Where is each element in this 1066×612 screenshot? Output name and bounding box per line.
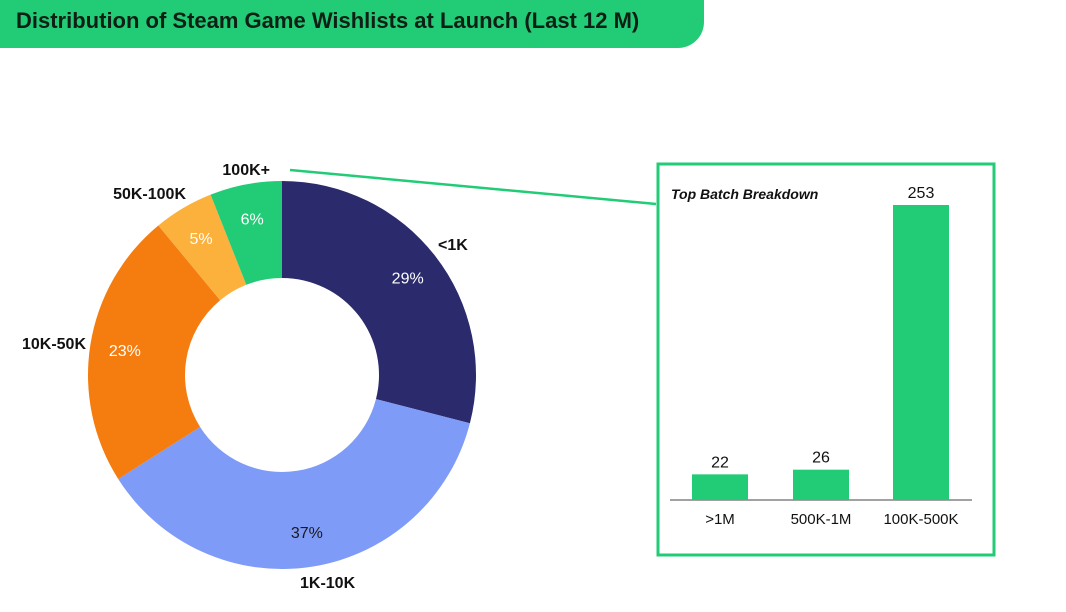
bar-chart: 22 >1M 26 500K-1M 253 100K-500K xyxy=(692,185,959,528)
bar-category-100k-500k: 100K-500K xyxy=(883,511,958,528)
page-title: Distribution of Steam Game Wishlists at … xyxy=(16,8,640,33)
slice-percent-50k-100k: 5% xyxy=(189,231,212,248)
donut-slice-50k-100k xyxy=(158,194,247,301)
slice-percent-100k-plus: 6% xyxy=(241,212,264,229)
bar-chart-title: Top Batch Breakdown xyxy=(671,186,818,202)
bar-category-500k-1m: 500K-1M xyxy=(791,511,852,528)
bar-value-gt-1m: 22 xyxy=(711,454,729,471)
bar-category-gt-1m: >1M xyxy=(705,511,735,528)
bar-chart-frame xyxy=(656,162,996,557)
slice-label-lt-1k: <1K xyxy=(438,237,468,254)
slice-percent-1k-10k: 37% xyxy=(291,525,323,542)
donut-slice-1k-10k xyxy=(118,399,470,569)
slice-label-1k-10k: 1K-10K xyxy=(300,575,356,592)
title-banner: Distribution of Steam Game Wishlists at … xyxy=(0,0,704,48)
bar-value-100k-500k: 253 xyxy=(908,185,935,202)
donut-slice-10k-50k xyxy=(88,225,221,479)
donut-slice-lt-1k xyxy=(282,181,476,424)
connector-line xyxy=(289,168,657,206)
donut-chart: 29% <1K 37% 1K-10K 23% 10K-50K 5% 50K-100K 6% 100… xyxy=(22,162,476,592)
bar-gt-1m xyxy=(692,474,748,500)
bar-500k-1m xyxy=(793,469,849,500)
bar-100k-500k xyxy=(893,205,949,500)
slice-percent-10k-50k: 23% xyxy=(109,343,141,360)
slice-label-10k-50k: 10K-50K xyxy=(22,336,86,353)
slice-percent-lt-1k: 29% xyxy=(392,270,424,287)
bar-value-500k-1m: 26 xyxy=(812,450,830,467)
slice-label-50k-100k: 50K-100K xyxy=(113,186,186,203)
donut-slice-100k-plus xyxy=(210,181,282,285)
slice-label-100k-plus: 100K+ xyxy=(222,162,270,179)
